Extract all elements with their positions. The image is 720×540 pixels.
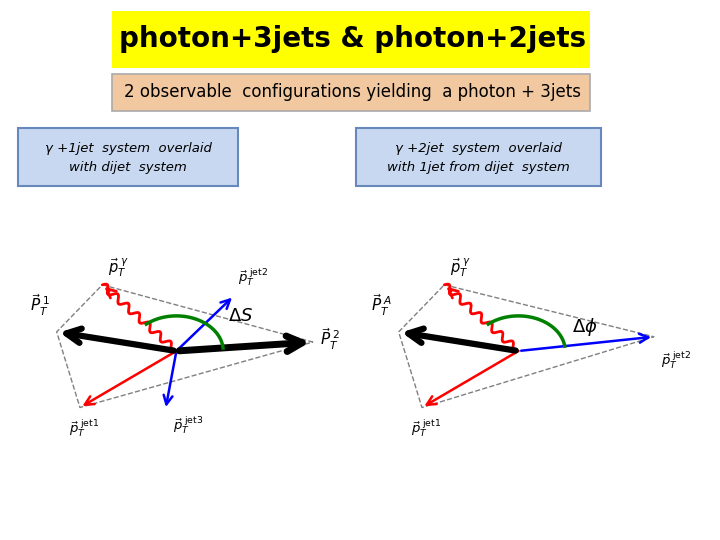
FancyBboxPatch shape xyxy=(356,128,601,186)
FancyBboxPatch shape xyxy=(112,11,590,68)
Text: $\vec{p}_T^{\;\mathsf{jet1}}$: $\vec{p}_T^{\;\mathsf{jet1}}$ xyxy=(68,418,99,440)
Text: $\Delta\phi$: $\Delta\phi$ xyxy=(572,316,598,338)
Text: γ +2jet  system  overlaid: γ +2jet system overlaid xyxy=(395,142,562,155)
Text: $\vec{p}_T^{\;\mathsf{jet2}}$: $\vec{p}_T^{\;\mathsf{jet2}}$ xyxy=(238,267,268,288)
Text: photon+3jets & photon+2jets: photon+3jets & photon+2jets xyxy=(120,25,586,53)
Text: $\vec{p}_T^{\;\gamma}$: $\vec{p}_T^{\;\gamma}$ xyxy=(450,257,471,279)
Text: $\vec{P}_T^{\;A}$: $\vec{P}_T^{\;A}$ xyxy=(371,293,392,319)
Text: $\vec{p}_T^{\;\mathsf{jet3}}$: $\vec{p}_T^{\;\mathsf{jet3}}$ xyxy=(173,415,203,436)
Text: $\Delta S$: $\Delta S$ xyxy=(228,307,253,325)
FancyBboxPatch shape xyxy=(112,74,590,111)
Text: $\vec{p}_T^{\;\mathsf{jet2}}$: $\vec{p}_T^{\;\mathsf{jet2}}$ xyxy=(661,350,691,372)
FancyBboxPatch shape xyxy=(18,128,238,186)
Text: $\vec{P}_T^{\;2}$: $\vec{P}_T^{\;2}$ xyxy=(320,327,340,352)
Text: $\vec{P}_T^{\;1}$: $\vec{P}_T^{\;1}$ xyxy=(30,293,50,319)
Text: γ +1jet  system  overlaid: γ +1jet system overlaid xyxy=(45,142,212,155)
Text: with dijet  system: with dijet system xyxy=(69,161,187,174)
Text: $\vec{p}_T^{\;\mathsf{jet1}}$: $\vec{p}_T^{\;\mathsf{jet1}}$ xyxy=(410,418,441,440)
Text: 2 observable  configurations yielding  a photon + 3jets: 2 observable configurations yielding a p… xyxy=(125,83,581,102)
Text: with 1jet from dijet  system: with 1jet from dijet system xyxy=(387,161,570,174)
Text: $\vec{p}_T^{\;\gamma}$: $\vec{p}_T^{\;\gamma}$ xyxy=(108,257,129,279)
